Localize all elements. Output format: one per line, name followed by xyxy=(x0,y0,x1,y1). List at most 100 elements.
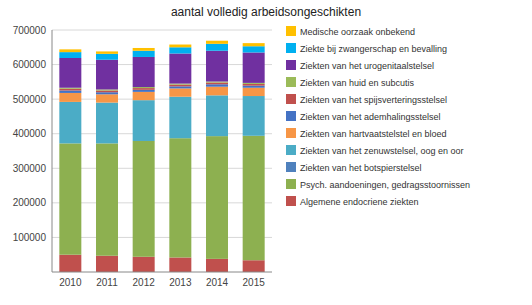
legend: Medische oorzaak onbekend Ziekte bij zwan… xyxy=(286,26,470,207)
y-axis xyxy=(52,30,53,272)
bar-segment xyxy=(169,85,191,87)
bar-segment xyxy=(169,138,191,257)
legend-label: Ziekten van het spijsverteringsstelsel xyxy=(300,95,447,105)
bar-segment xyxy=(133,100,155,141)
x-tick-label: 2014 xyxy=(206,277,229,288)
bar-segment xyxy=(59,143,81,254)
legend-swatch xyxy=(286,162,296,172)
legend-label: Ziekte bij zwangerschap en bevalling xyxy=(300,44,447,54)
y-tick-label: 300000 xyxy=(13,163,47,174)
grid-line xyxy=(52,133,272,134)
y-tick-label: 600000 xyxy=(13,59,47,70)
bar-segment xyxy=(243,96,265,136)
bar-segment xyxy=(243,83,265,84)
bar-segment xyxy=(206,84,228,86)
grid-line xyxy=(52,168,272,169)
bar-segment xyxy=(59,93,81,102)
bar-segment xyxy=(96,92,118,94)
bar-segment xyxy=(243,86,265,88)
legend-swatch xyxy=(286,26,296,36)
y-tick-label: 400000 xyxy=(13,128,47,139)
bar-segment xyxy=(59,52,81,58)
legend-label: Medische oorzaak onbekend xyxy=(300,27,415,37)
grid-line xyxy=(52,30,272,31)
bar-segment xyxy=(96,89,118,90)
bar-segment xyxy=(243,52,265,82)
bar-segment xyxy=(206,41,228,44)
legend-label: Ziekten van huid en subcutis xyxy=(300,78,415,88)
grid-line xyxy=(52,237,272,238)
bar-segment xyxy=(96,54,118,60)
x-tick-label: 2012 xyxy=(133,277,156,288)
bar-segment xyxy=(243,136,265,260)
y-tick-label: 700000 xyxy=(13,25,47,36)
x-tick-label: 2010 xyxy=(59,277,82,288)
bar-segment xyxy=(133,88,155,90)
bar-segment xyxy=(243,260,265,272)
bar-segment xyxy=(206,95,228,136)
legend-swatch xyxy=(286,128,296,138)
legend-swatch xyxy=(286,43,296,53)
bar-segment xyxy=(133,57,155,87)
legend-label: Psych. aandoeningen, gedragsstoornissen xyxy=(300,180,470,190)
legend-swatch xyxy=(286,145,296,155)
bar-segment xyxy=(133,90,155,92)
legend-label: Ziekten van het zenuwstelsel, oog en oor xyxy=(300,146,464,156)
legend-swatch xyxy=(286,77,296,87)
bar-segment xyxy=(243,88,265,96)
x-tick-label: 2015 xyxy=(243,277,266,288)
bar-segment xyxy=(133,92,155,100)
legend-label: Ziekten van het urogenitaalstelsel xyxy=(300,61,434,71)
legend-swatch xyxy=(286,196,296,206)
bar-segment xyxy=(169,47,191,53)
bar-segment xyxy=(169,45,191,48)
bar-segment xyxy=(96,91,118,93)
bar-segment xyxy=(169,86,191,88)
y-tick-label: 200000 xyxy=(13,197,47,208)
bar-segment xyxy=(169,97,191,138)
grid-line xyxy=(52,99,272,100)
x-tick-label: 2013 xyxy=(169,277,192,288)
bar-segment xyxy=(59,88,81,89)
bar-segment xyxy=(206,259,228,272)
bar-segment xyxy=(59,58,81,88)
bar-segment xyxy=(206,83,228,85)
legend-swatch xyxy=(286,94,296,104)
bar-segment xyxy=(169,88,191,96)
bar-segment xyxy=(206,82,228,83)
bar-segment xyxy=(96,103,118,144)
bar-segment xyxy=(133,51,155,57)
legend-label: Ziekten van het botspierstelsel xyxy=(300,163,422,173)
bar-segment xyxy=(59,49,81,52)
bar-segment xyxy=(206,51,228,82)
bar-segment xyxy=(59,102,81,143)
bar-segment xyxy=(243,46,265,52)
bar-segment xyxy=(206,44,228,51)
grid-line xyxy=(52,202,272,203)
legend-label: Ziekten van hartvaatstelstel en bloed xyxy=(300,129,447,139)
bar-segment xyxy=(96,143,118,255)
bar-segment xyxy=(59,91,81,93)
bar-segment xyxy=(206,136,228,259)
bar-segment xyxy=(133,257,155,272)
bar-segment xyxy=(96,256,118,272)
grid-line xyxy=(52,64,272,65)
title: aantal volledig arbeidsongeschikten xyxy=(171,5,361,19)
bar-segment xyxy=(96,51,118,53)
chart: aantal volledig arbeidsongeschikten10000… xyxy=(0,0,532,305)
bar-segment xyxy=(169,257,191,272)
bars xyxy=(59,41,264,272)
legend-swatch xyxy=(286,111,296,121)
x-tick-label: 2011 xyxy=(96,277,118,288)
bar-segment xyxy=(206,87,228,96)
bar-segment xyxy=(133,87,155,88)
bar-segment xyxy=(133,141,155,257)
legend-swatch xyxy=(286,60,296,70)
grid xyxy=(52,30,272,237)
y-tick-label: 500000 xyxy=(13,94,47,105)
bar-segment xyxy=(243,84,265,86)
bar-segment xyxy=(169,84,191,85)
legend-label: Algemene endocriene ziekten xyxy=(300,197,419,207)
legend-swatch xyxy=(286,179,296,189)
bar-segment xyxy=(96,94,118,102)
